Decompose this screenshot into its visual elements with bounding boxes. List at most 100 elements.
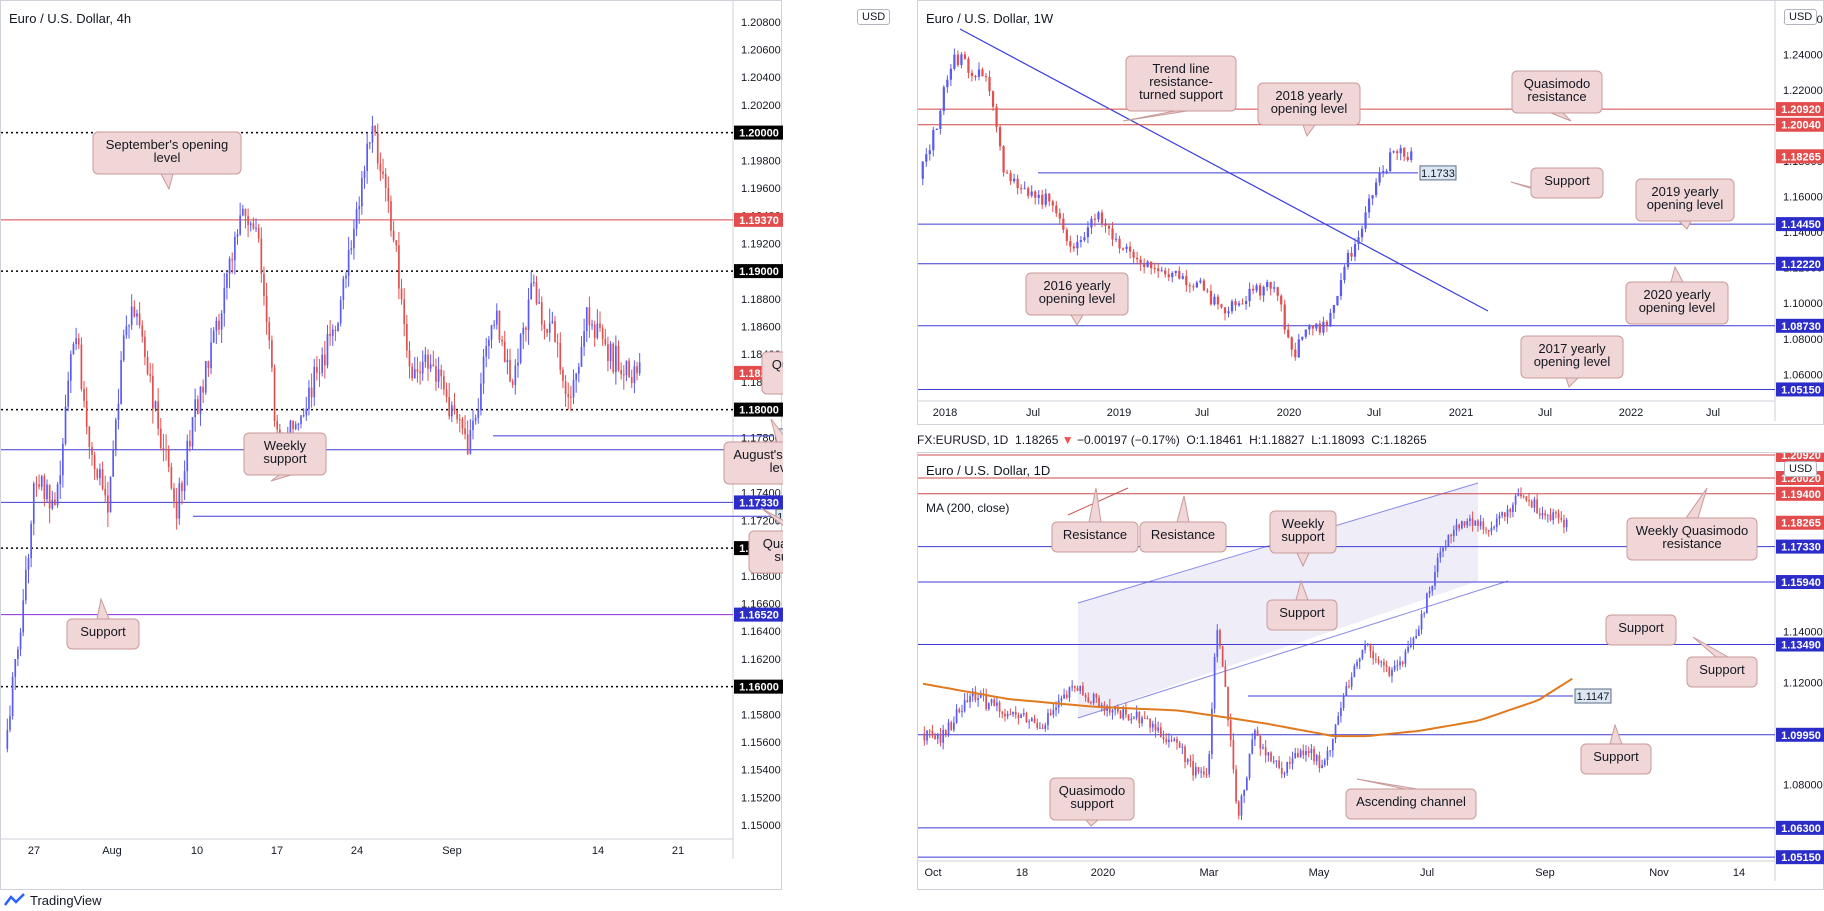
price-axis-tick-label: 1.22000 xyxy=(1783,85,1823,97)
candle-body xyxy=(1555,512,1557,514)
candle-body xyxy=(413,369,416,379)
candle-body xyxy=(947,722,950,735)
chart-panel-daily[interactable]: 1.14000 1.12000 1.08000 Oct 18 2020 Mar May Jul S… xyxy=(917,452,1824,890)
candle-body xyxy=(985,694,988,709)
candle-body xyxy=(1463,521,1466,526)
candle-body xyxy=(427,354,429,369)
candle-body xyxy=(548,323,551,333)
callout-pointer xyxy=(770,418,783,443)
callout-text: 2017 yearly xyxy=(1538,341,1606,356)
candle-body xyxy=(1262,747,1264,749)
candle-body xyxy=(236,234,239,237)
price-tag xyxy=(734,402,783,417)
price-axis-tick-label: 1.19800 xyxy=(741,155,781,167)
candle-body xyxy=(379,163,382,172)
candle-body xyxy=(1181,746,1184,748)
candle-body xyxy=(1143,264,1146,267)
candle-body xyxy=(1336,295,1339,306)
candle-body xyxy=(450,405,453,417)
candle-body xyxy=(1334,724,1337,739)
time-axis-tick-label: 2019 xyxy=(1107,407,1131,419)
callout-box xyxy=(1139,521,1227,553)
candle-body xyxy=(1020,188,1023,190)
callout-pointer xyxy=(1302,124,1316,138)
candle-body xyxy=(1337,716,1340,725)
callout-pointer xyxy=(1565,377,1580,388)
candle-body xyxy=(1138,711,1141,724)
currency-badge-daily[interactable]: USD xyxy=(1784,461,1818,477)
candle-body xyxy=(331,329,334,336)
chart-panel-4h[interactable]: 1.15000 1.15200 1.15400 1.15600 1.15800 1.160… xyxy=(0,0,891,891)
candle-body xyxy=(83,388,85,401)
currency-badge-4h[interactable]: USD xyxy=(857,9,891,25)
candle-body xyxy=(77,338,80,345)
candle-body xyxy=(1305,751,1307,756)
callout-text: Support xyxy=(1699,662,1745,677)
candle-body xyxy=(967,58,970,73)
candle-body xyxy=(1329,750,1332,752)
candle-body xyxy=(1234,301,1237,306)
callout-text: Quasimodo xyxy=(772,357,783,372)
tradingview-brand[interactable]: TradingView xyxy=(30,893,102,908)
candle-body xyxy=(1197,767,1200,772)
candle-body xyxy=(1377,659,1380,663)
callout-box xyxy=(1125,55,1237,112)
callout-box xyxy=(1686,656,1758,688)
candle-body xyxy=(1052,709,1055,715)
candle-body xyxy=(1028,721,1031,723)
candle-body xyxy=(107,495,109,513)
callout-text: 2019 yearly xyxy=(1651,184,1719,199)
candle-body xyxy=(1083,237,1086,241)
candle-body xyxy=(1423,613,1426,615)
chart-weekly-svg[interactable]: 1.260001.240001.220001.200001.180001.160… xyxy=(918,1,1824,426)
candle-body xyxy=(1469,518,1471,522)
candle-body xyxy=(212,330,215,343)
price-tag-label: 1.14450 xyxy=(1781,219,1821,231)
chart-4h-svg[interactable]: 1.15000 1.15200 1.15400 1.15600 1.15800 1.160… xyxy=(1,1,783,891)
chart-title-4h: Euro / U.S. Dollar, 4h xyxy=(9,11,132,26)
candle-body xyxy=(488,339,490,347)
infobar-high: H:1.18827 xyxy=(1249,433,1305,447)
candle-body xyxy=(638,362,641,374)
candle-body xyxy=(1452,529,1455,537)
candle-body xyxy=(1291,757,1294,764)
candle-body xyxy=(228,258,231,274)
candle-body xyxy=(62,443,64,476)
candle-body xyxy=(167,450,170,468)
candle-body xyxy=(91,446,93,455)
candle-body xyxy=(1200,771,1203,773)
time-axis-tick-label: 2022 xyxy=(1619,407,1643,419)
candle-body xyxy=(1391,669,1393,676)
callout-box xyxy=(1626,517,1758,561)
candle-body xyxy=(1431,585,1434,591)
candle-body xyxy=(32,483,35,524)
candle-body xyxy=(1153,268,1156,270)
candle-body xyxy=(334,329,337,332)
candle-body xyxy=(437,369,440,382)
candle-body xyxy=(133,306,136,317)
candle-body xyxy=(80,344,83,389)
candle-body xyxy=(1192,286,1195,288)
candle-body xyxy=(1385,665,1388,668)
price-tag xyxy=(1776,453,1824,463)
candle-body xyxy=(1259,285,1262,296)
candle-body xyxy=(1318,755,1321,769)
candle-body xyxy=(122,335,125,361)
candle-body xyxy=(392,230,395,241)
tradingview-logo-icon[interactable] xyxy=(4,893,26,907)
candle-body xyxy=(1063,694,1065,699)
chart-daily-svg[interactable]: 1.14000 1.12000 1.08000 Oct 18 2020 Mar May Jul S… xyxy=(918,453,1824,891)
callout-box xyxy=(1520,335,1624,379)
candle-body xyxy=(591,324,593,326)
candle-body xyxy=(562,369,564,382)
time-axis-tick-label: 27 xyxy=(28,845,40,857)
candle-body xyxy=(620,370,623,375)
chart-panel-weekly[interactable]: 1.260001.240001.220001.200001.180001.160… xyxy=(917,0,1824,425)
candle-body xyxy=(1128,246,1132,252)
currency-badge-weekly[interactable]: USD xyxy=(1784,9,1818,25)
candle-body xyxy=(979,693,982,699)
candle-body xyxy=(1266,281,1269,287)
candle-body xyxy=(464,428,466,435)
callout-pointer xyxy=(1677,220,1692,230)
